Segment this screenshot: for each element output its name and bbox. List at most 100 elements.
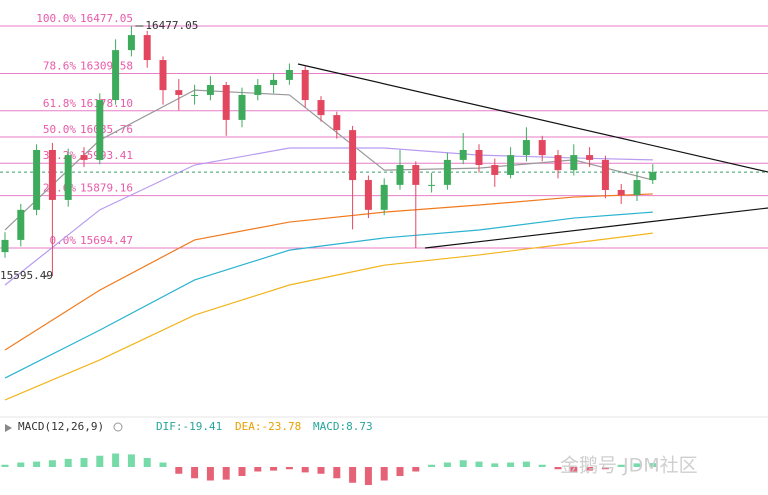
candle-body [649, 172, 657, 181]
macd-bar [238, 467, 246, 476]
candle-body [64, 155, 72, 200]
macd-bar [206, 467, 214, 481]
macd-bar [143, 458, 151, 467]
macd-bar [285, 467, 293, 470]
candle-body [475, 149, 483, 166]
macd-bar [412, 467, 420, 472]
candle-body [364, 180, 372, 210]
low-label: 15595.49 [0, 269, 53, 282]
fib-price: 15694.47 [80, 234, 133, 247]
candle-body [317, 100, 325, 116]
candle-body [33, 149, 41, 210]
candle-body [254, 85, 262, 95]
macd-bar [159, 462, 167, 467]
moving-average [4, 193, 653, 351]
macd-bar [475, 461, 483, 467]
candle-body [17, 209, 25, 240]
macd-bar [175, 467, 183, 474]
fib-ratio: 78.6% [43, 60, 76, 73]
macd-bar [1, 464, 9, 467]
macd-bar [522, 461, 530, 467]
macd-bar [364, 467, 372, 485]
fib-price: 15993.41 [80, 149, 133, 162]
fib-price: 16477.05 [80, 12, 133, 25]
macd-bar [333, 467, 341, 479]
dea-label: DEA:-23.78 [235, 420, 301, 433]
candle-body [380, 184, 388, 210]
macd-bar [428, 464, 436, 467]
moving-average [4, 211, 653, 379]
macd-bar [349, 467, 357, 483]
settings-icon[interactable] [113, 422, 123, 432]
fib-ratio: 50.0% [43, 123, 76, 136]
macd-bar [396, 467, 404, 476]
candle-body [412, 165, 420, 185]
candle-body [428, 184, 436, 186]
macd-bar [586, 467, 594, 471]
candle-body [349, 130, 357, 181]
candle-body [175, 90, 183, 95]
candle-body [633, 180, 641, 196]
candle-body [396, 165, 404, 185]
macd-bar [459, 460, 467, 467]
macd-bar [554, 467, 562, 470]
candle-body [80, 155, 88, 160]
fib-ratio: 100.0% [36, 12, 76, 25]
fib-price: 15879.16 [80, 182, 133, 195]
candle-body [48, 149, 56, 200]
candle-body [301, 69, 309, 101]
candle-body [112, 50, 120, 101]
candle-body [443, 159, 451, 185]
macd-bar [301, 467, 309, 473]
candle-body [285, 69, 293, 80]
macd-bar [570, 467, 578, 472]
candle-body [191, 94, 199, 96]
candle-body [1, 239, 9, 253]
macd-bar [48, 460, 56, 467]
fib-price: 16309.58 [80, 60, 133, 73]
candle-body [206, 85, 214, 95]
macd-title: MACD(12,26,9) [18, 420, 104, 433]
macd-bar [507, 462, 515, 467]
candle-body [222, 85, 230, 120]
candle-body [617, 189, 625, 196]
candle-body [333, 115, 341, 131]
dif-label: DIF:-19.41 [156, 420, 222, 433]
macd-bar [443, 462, 451, 467]
fib-ratio: 61.8% [43, 97, 76, 110]
candle-body [238, 94, 246, 120]
watermark: 金鹅号 JDM社区 [560, 455, 698, 477]
fib-ratio: 0.0% [50, 234, 77, 247]
candle-body [491, 165, 499, 175]
macd-bar [17, 462, 25, 467]
macd-bar [96, 455, 104, 467]
macd-bar [633, 463, 641, 467]
candle-body [459, 149, 467, 160]
trendline-lower [424, 207, 768, 249]
macd-bar [191, 467, 199, 479]
macd-bar [33, 461, 41, 467]
macd-bar [127, 454, 135, 467]
candle-body [586, 155, 594, 160]
macd-bar [601, 467, 609, 470]
candle-body [143, 35, 151, 61]
candle-body [538, 140, 546, 156]
macd-bar [64, 458, 72, 467]
macd-bar [617, 464, 625, 467]
macd-bar [270, 467, 278, 471]
collapse-icon[interactable] [5, 424, 12, 432]
macd-bar [112, 453, 120, 467]
candle-body [159, 60, 167, 91]
candle-body [127, 35, 135, 51]
moving-average [4, 232, 653, 401]
candle-body [601, 159, 609, 190]
candle-body [96, 100, 104, 160]
macd-bar [80, 458, 88, 467]
macd-bar [222, 467, 230, 480]
trendline-upper [297, 63, 768, 173]
candle-body [570, 155, 578, 171]
macd-bar [380, 467, 388, 481]
candle-body [522, 140, 530, 156]
candle-body [554, 155, 562, 171]
